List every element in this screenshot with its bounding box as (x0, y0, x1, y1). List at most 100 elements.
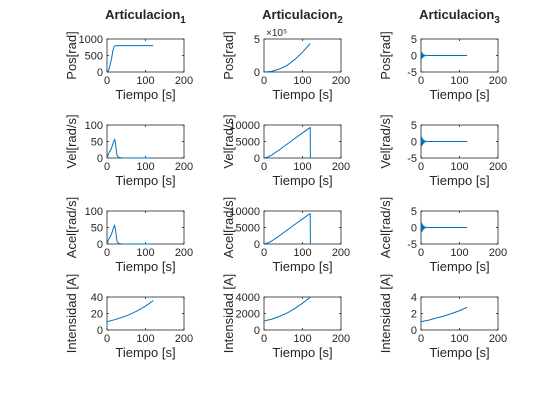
y-tick-label: -5 (407, 67, 417, 79)
x-axis-label: Tiempo [s] (115, 259, 175, 274)
y-tick-label: 0 (97, 325, 103, 337)
column-title-subscript: 3 (494, 15, 500, 26)
plot-area (106, 296, 185, 331)
column-title-subscript: 2 (337, 15, 343, 26)
x-tick-label: 100 (136, 161, 154, 173)
y-tick-label: 5000 (236, 137, 260, 149)
column-title-base: Articulacion (419, 7, 494, 22)
x-tick-label: 200 (332, 247, 350, 259)
y-tick-label: 0 (254, 239, 260, 251)
x-tick-label: 200 (175, 333, 193, 345)
x-tick-label: 0 (261, 333, 267, 345)
series-line-1 (420, 136, 468, 147)
x-tick-label: 0 (418, 333, 424, 345)
y-axis-label: Pos[rad] (378, 31, 393, 79)
y-tick-label: 5 (411, 206, 417, 218)
column-title-2: Articulacion2 (262, 7, 343, 26)
y-tick-label: 4000 (236, 292, 260, 304)
y-tick-label: 0 (254, 67, 260, 79)
x-tick-label: 100 (136, 75, 154, 87)
y-axis-label: Acel[rad/s] (64, 197, 79, 258)
y-tick-label: 0 (254, 153, 260, 165)
x-axis-label: Tiempo [s] (272, 345, 332, 360)
x-tick-label: 0 (418, 247, 424, 259)
y-axis-label: Acel[rad/s] (378, 197, 393, 258)
y-tick-label: 5 (411, 120, 417, 132)
column-title-1: Articulacion1 (105, 7, 186, 26)
y-tick-label: 5000 (236, 223, 260, 235)
x-tick-label: 200 (489, 333, 507, 345)
y-axis-label: Intensidad [A] (378, 274, 393, 354)
y-axis-label: Vel[rad/s] (64, 114, 79, 168)
y-axis-label: Pos[rad] (64, 31, 79, 79)
y-tick-label: 5 (411, 34, 417, 46)
y-tick-label: 0 (411, 325, 417, 337)
x-axis-label: Tiempo [s] (115, 87, 175, 102)
x-tick-label: 200 (332, 161, 350, 173)
series-line-1 (106, 300, 154, 323)
series-line-1 (263, 212, 311, 245)
x-tick-label: 100 (293, 247, 311, 259)
series-line-1 (106, 138, 154, 159)
plot-area (420, 296, 499, 331)
column-title-base: Articulacion (262, 7, 337, 22)
series-line-1 (263, 297, 311, 322)
x-axis-label: Tiempo [s] (272, 87, 332, 102)
x-tick-label: 100 (136, 247, 154, 259)
x-axis-label: Tiempo [s] (115, 345, 175, 360)
y-tick-label: 20 (91, 309, 103, 321)
y-tick-label: 100 (85, 120, 103, 132)
x-tick-label: 0 (418, 161, 424, 173)
y-tick-label: 4 (411, 292, 417, 304)
x-tick-label: 0 (261, 161, 267, 173)
y-axis-label: Acel[rad/s] (221, 197, 236, 258)
column-title-3: Articulacion3 (419, 7, 500, 26)
y-exponent-label: ×10⁵ (266, 28, 287, 39)
series-line-1 (263, 43, 311, 73)
series-line-1 (420, 222, 468, 233)
y-axis-label: Pos[rad] (221, 31, 236, 79)
subplot-r0c1: 0 100 200 0 5 ×10⁵ Tiempo [s] Pos[rad] (221, 28, 350, 102)
x-tick-label: 0 (104, 75, 110, 87)
x-tick-label: 200 (175, 161, 193, 173)
plot-area (106, 210, 185, 245)
x-tick-label: 200 (489, 247, 507, 259)
x-tick-label: 200 (489, 75, 507, 87)
x-axis-label: Tiempo [s] (429, 345, 489, 360)
x-tick-label: 100 (450, 161, 468, 173)
x-tick-label: 200 (489, 161, 507, 173)
x-tick-label: 200 (332, 75, 350, 87)
y-tick-label: 40 (91, 292, 103, 304)
y-tick-label: 5 (254, 34, 260, 46)
x-axis-label: Tiempo [s] (115, 173, 175, 188)
series-line-1 (420, 306, 468, 323)
series-line-1 (106, 45, 154, 73)
y-axis-label: Vel[rad/s] (378, 114, 393, 168)
x-tick-label: 0 (104, 247, 110, 259)
x-tick-label: 100 (450, 75, 468, 87)
x-axis-label: Tiempo [s] (272, 173, 332, 188)
y-tick-label: 0 (97, 153, 103, 165)
plot-area (263, 38, 342, 73)
y-tick-label: 0 (411, 137, 417, 149)
x-tick-label: 0 (104, 333, 110, 345)
column-title-base: Articulacion (105, 7, 180, 22)
x-tick-label: 100 (450, 247, 468, 259)
x-tick-label: 100 (293, 333, 311, 345)
series-line-1 (106, 224, 154, 245)
x-tick-label: 100 (450, 333, 468, 345)
x-tick-label: 200 (175, 247, 193, 259)
y-tick-label: 10000 (229, 120, 260, 132)
x-axis-label: Tiempo [s] (429, 87, 489, 102)
x-tick-label: 200 (175, 75, 193, 87)
y-tick-label: 0 (97, 67, 103, 79)
